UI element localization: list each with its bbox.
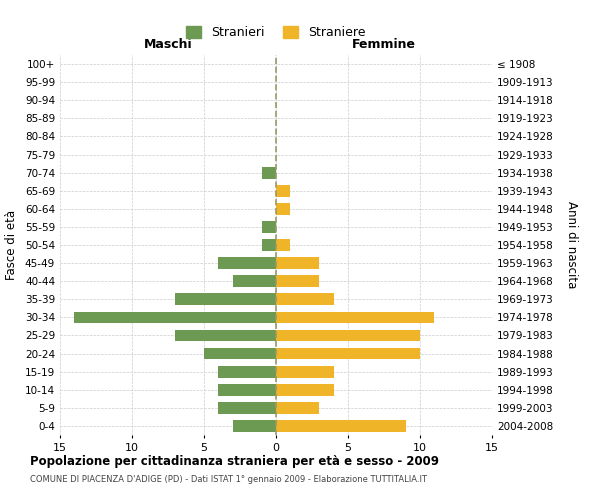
- Bar: [276, 420, 406, 432]
- Bar: [218, 257, 276, 269]
- Y-axis label: Fasce di età: Fasce di età: [5, 210, 18, 280]
- Bar: [204, 348, 276, 360]
- Bar: [175, 294, 276, 305]
- Bar: [276, 330, 420, 342]
- Bar: [262, 239, 276, 251]
- Bar: [276, 185, 290, 196]
- Bar: [276, 276, 319, 287]
- Bar: [276, 203, 290, 214]
- Bar: [276, 239, 290, 251]
- Legend: Stranieri, Straniere: Stranieri, Straniere: [181, 21, 371, 44]
- Bar: [175, 330, 276, 342]
- Bar: [233, 276, 276, 287]
- Text: COMUNE DI PIACENZA D'ADIGE (PD) - Dati ISTAT 1° gennaio 2009 - Elaborazione TUTT: COMUNE DI PIACENZA D'ADIGE (PD) - Dati I…: [30, 475, 427, 484]
- Bar: [262, 221, 276, 233]
- Text: Maschi: Maschi: [143, 38, 193, 52]
- Text: Popolazione per cittadinanza straniera per età e sesso - 2009: Popolazione per cittadinanza straniera p…: [30, 455, 439, 468]
- Bar: [218, 366, 276, 378]
- Bar: [276, 384, 334, 396]
- Bar: [262, 166, 276, 178]
- Bar: [276, 312, 434, 324]
- Bar: [218, 384, 276, 396]
- Bar: [276, 402, 319, 413]
- Bar: [276, 366, 334, 378]
- Bar: [74, 312, 276, 324]
- Y-axis label: Anni di nascita: Anni di nascita: [565, 202, 578, 288]
- Bar: [218, 402, 276, 413]
- Bar: [233, 420, 276, 432]
- Bar: [276, 294, 334, 305]
- Bar: [276, 257, 319, 269]
- Text: Femmine: Femmine: [352, 38, 416, 52]
- Bar: [276, 348, 420, 360]
